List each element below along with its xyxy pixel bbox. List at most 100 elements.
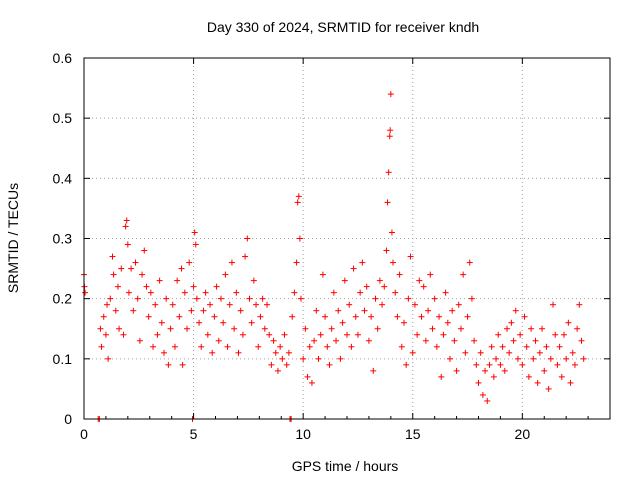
data-point	[190, 283, 197, 290]
data-point	[226, 301, 233, 308]
data-point	[400, 319, 407, 326]
data-point	[289, 313, 296, 320]
data-point	[104, 301, 111, 308]
data-point	[130, 307, 137, 314]
data-point	[405, 295, 412, 302]
data-point	[277, 343, 284, 350]
data-point	[235, 349, 242, 356]
x-tick-label: 5	[190, 426, 198, 442]
data-point	[239, 331, 246, 338]
data-point	[565, 319, 572, 326]
data-point	[464, 313, 471, 320]
data-point	[418, 313, 425, 320]
data-point	[274, 367, 281, 374]
data-point	[359, 259, 366, 266]
data-point	[141, 247, 148, 254]
data-point	[556, 343, 563, 350]
data-point	[186, 259, 193, 266]
data-point	[178, 265, 185, 272]
data-point	[156, 277, 163, 284]
data-point	[228, 259, 235, 266]
data-point	[311, 337, 318, 344]
data-points	[81, 91, 587, 422]
data-point	[100, 313, 107, 320]
data-point	[154, 331, 161, 338]
data-point	[123, 217, 130, 224]
data-point	[261, 325, 268, 332]
data-point	[521, 313, 528, 320]
data-point	[196, 319, 203, 326]
data-point	[294, 199, 301, 206]
data-point	[384, 199, 391, 206]
data-point	[109, 253, 116, 260]
data-point	[326, 361, 333, 368]
data-point	[388, 229, 395, 236]
data-point	[460, 271, 467, 278]
data-point	[237, 307, 244, 314]
x-tick-label: 10	[295, 426, 311, 442]
data-point	[490, 373, 497, 380]
data-point	[536, 349, 543, 356]
data-point	[224, 343, 231, 350]
data-point	[257, 313, 264, 320]
data-point	[554, 361, 561, 368]
data-point	[539, 325, 546, 332]
data-point	[363, 283, 370, 290]
data-point	[569, 349, 576, 356]
data-point	[293, 259, 300, 266]
data-point	[302, 325, 309, 332]
data-point	[207, 301, 214, 308]
data-point	[242, 253, 249, 260]
data-point	[296, 235, 303, 242]
data-point	[493, 355, 500, 362]
data-point	[330, 289, 337, 296]
data-point	[188, 307, 195, 314]
data-point	[471, 337, 478, 344]
data-point	[440, 331, 447, 338]
data-point	[438, 373, 445, 380]
data-point	[499, 343, 506, 350]
data-point	[528, 325, 535, 332]
data-point	[339, 319, 346, 326]
plot-frame	[83, 57, 611, 420]
data-point	[475, 379, 482, 386]
data-point	[264, 301, 271, 308]
data-point	[354, 331, 361, 338]
x-tick-label: 0	[80, 426, 88, 442]
data-point	[519, 361, 526, 368]
data-point	[381, 283, 388, 290]
y-tick-label: 0.3	[53, 231, 73, 247]
data-point	[167, 325, 174, 332]
data-point	[451, 337, 458, 344]
data-point	[543, 343, 550, 350]
y-tick-label: 0.4	[53, 170, 73, 186]
data-point	[357, 289, 364, 296]
data-point	[97, 325, 104, 332]
x-tick-label: 20	[515, 426, 531, 442]
data-point	[319, 271, 326, 278]
data-point	[139, 271, 146, 278]
chart-title: Day 330 of 2024, SRMTID for receiver knd…	[207, 19, 479, 35]
data-point	[385, 169, 392, 176]
data-point	[532, 337, 539, 344]
data-point	[222, 271, 229, 278]
data-point	[152, 301, 159, 308]
data-point	[517, 331, 524, 338]
data-point	[202, 289, 209, 296]
data-point	[497, 361, 504, 368]
data-point	[414, 331, 421, 338]
data-point	[462, 349, 469, 356]
data-point	[268, 361, 275, 368]
data-point	[204, 331, 211, 338]
data-point	[486, 361, 493, 368]
data-point	[346, 301, 353, 308]
data-point	[105, 355, 112, 362]
data-point	[477, 349, 484, 356]
data-point	[179, 361, 186, 368]
data-point	[215, 337, 222, 344]
x-axis-label: GPS time / hours	[292, 458, 399, 474]
data-point	[374, 325, 381, 332]
data-point	[98, 343, 105, 350]
data-point	[457, 325, 464, 332]
data-point	[266, 331, 273, 338]
